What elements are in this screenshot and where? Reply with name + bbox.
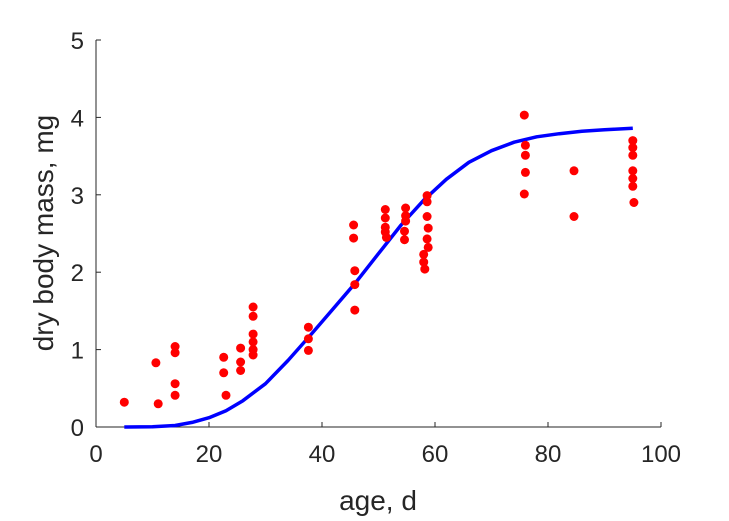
data-point <box>153 399 163 409</box>
data-point <box>422 191 432 201</box>
data-point <box>236 366 246 375</box>
data-point <box>119 397 129 407</box>
data-point <box>628 166 638 176</box>
data-point <box>419 249 429 259</box>
data-point <box>170 342 180 351</box>
data-point <box>628 181 638 191</box>
x-tick-label: 60 <box>422 441 449 468</box>
data-point <box>170 379 180 389</box>
data-point <box>349 220 359 230</box>
data-point <box>151 358 161 368</box>
data-point <box>422 212 432 221</box>
data-point <box>221 390 231 400</box>
data-point <box>519 110 529 120</box>
data-point <box>248 311 258 321</box>
data-point <box>350 280 360 290</box>
data-point <box>423 242 433 252</box>
x-axis-label: age, d <box>339 485 417 516</box>
data-point <box>422 197 432 207</box>
data-point <box>419 257 429 267</box>
data-point <box>628 136 638 146</box>
data-point <box>248 337 258 347</box>
x-tick-label: 80 <box>535 441 562 468</box>
data-point <box>350 266 360 276</box>
data-point <box>401 203 411 213</box>
data-point <box>420 264 430 274</box>
data-point <box>303 322 313 332</box>
data-point <box>423 223 433 233</box>
data-point <box>400 235 409 245</box>
data-point <box>400 226 409 236</box>
y-tick-label: 2 <box>71 260 84 287</box>
y-tick-label: 5 <box>71 28 84 55</box>
y-tick-label: 1 <box>71 338 84 365</box>
data-point <box>248 329 258 339</box>
data-point <box>236 357 246 367</box>
data-point <box>380 205 390 214</box>
y-axis-label: dry body mass, mg <box>28 115 59 352</box>
data-point <box>248 302 258 312</box>
data-point <box>170 348 180 358</box>
x-tick-label: 100 <box>641 441 681 468</box>
data-point <box>219 352 229 362</box>
y-tick-label: 3 <box>71 183 84 210</box>
data-point <box>248 350 258 360</box>
data-point <box>628 150 638 160</box>
fit-curve <box>124 126 633 429</box>
data-point <box>401 216 411 226</box>
x-tick-label: 40 <box>309 441 336 468</box>
data-point <box>381 232 391 242</box>
data-point <box>380 213 390 223</box>
data-point <box>422 234 432 244</box>
y-tick-label: 4 <box>71 105 84 132</box>
data-point <box>628 174 638 183</box>
data-point <box>236 343 246 353</box>
data-point <box>629 198 639 207</box>
data-point <box>350 305 360 315</box>
plot-area <box>119 110 639 429</box>
data-point <box>303 345 313 355</box>
data-point <box>520 167 530 177</box>
data-point <box>628 143 638 153</box>
x-tick-label: 20 <box>196 441 223 468</box>
tick-labels: 0 20 40 60 80 100 0 1 2 3 4 5 <box>71 28 681 468</box>
data-point <box>569 212 579 221</box>
data-point <box>569 166 579 176</box>
x-tick-label: 0 <box>89 441 102 468</box>
ticks <box>95 39 662 428</box>
data-point <box>519 189 529 199</box>
y-tick-label: 0 <box>71 415 84 442</box>
data-point <box>219 368 229 378</box>
data-point <box>349 233 359 243</box>
axes <box>95 40 661 428</box>
data-point <box>520 140 530 150</box>
data-point <box>303 334 313 344</box>
data-point <box>170 390 180 400</box>
data-point <box>520 150 530 160</box>
